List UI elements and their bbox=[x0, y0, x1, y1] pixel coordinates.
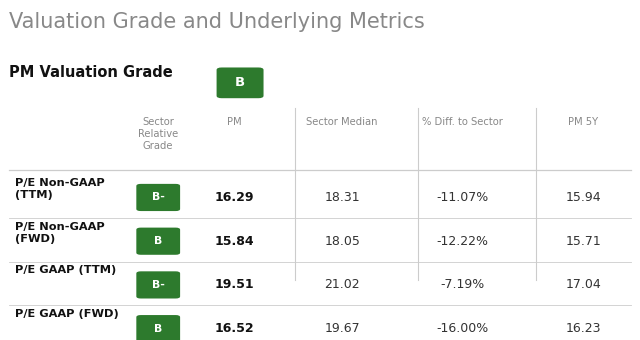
FancyBboxPatch shape bbox=[216, 67, 264, 98]
Text: Valuation Grade and Underlying Metrics: Valuation Grade and Underlying Metrics bbox=[9, 12, 425, 32]
Text: B: B bbox=[154, 236, 163, 246]
Text: 18.31: 18.31 bbox=[324, 191, 360, 204]
Text: -12.22%: -12.22% bbox=[436, 235, 489, 248]
Text: P/E Non-GAAP
(TTM): P/E Non-GAAP (TTM) bbox=[15, 178, 105, 200]
Text: 15.94: 15.94 bbox=[566, 191, 601, 204]
Text: 21.02: 21.02 bbox=[324, 278, 360, 291]
Text: 19.51: 19.51 bbox=[214, 278, 254, 291]
Text: PM 5Y: PM 5Y bbox=[568, 117, 598, 126]
Text: -11.07%: -11.07% bbox=[436, 191, 489, 204]
Text: 15.84: 15.84 bbox=[214, 235, 254, 248]
Text: PM Valuation Grade: PM Valuation Grade bbox=[9, 65, 173, 80]
FancyBboxPatch shape bbox=[136, 271, 180, 299]
Text: 16.29: 16.29 bbox=[214, 191, 254, 204]
Text: -16.00%: -16.00% bbox=[436, 322, 489, 335]
Text: B-: B- bbox=[152, 192, 164, 203]
Text: 16.52: 16.52 bbox=[214, 322, 254, 335]
Text: PM: PM bbox=[227, 117, 242, 126]
FancyBboxPatch shape bbox=[136, 184, 180, 211]
Text: B: B bbox=[154, 324, 163, 334]
Text: -7.19%: -7.19% bbox=[440, 278, 485, 291]
Text: P/E Non-GAAP
(FWD): P/E Non-GAAP (FWD) bbox=[15, 222, 105, 244]
Text: B: B bbox=[235, 76, 245, 89]
Text: 19.67: 19.67 bbox=[324, 322, 360, 335]
FancyBboxPatch shape bbox=[136, 227, 180, 255]
Text: 17.04: 17.04 bbox=[565, 278, 601, 291]
Text: P/E GAAP (TTM): P/E GAAP (TTM) bbox=[15, 266, 116, 275]
Text: % Diff. to Sector: % Diff. to Sector bbox=[422, 117, 503, 126]
Text: Sector
Relative
Grade: Sector Relative Grade bbox=[138, 117, 179, 151]
Text: B-: B- bbox=[152, 280, 164, 290]
Text: Sector Median: Sector Median bbox=[307, 117, 378, 126]
Text: 16.23: 16.23 bbox=[566, 322, 601, 335]
Text: 18.05: 18.05 bbox=[324, 235, 360, 248]
Text: 15.71: 15.71 bbox=[565, 235, 601, 248]
FancyBboxPatch shape bbox=[136, 315, 180, 340]
Text: P/E GAAP (FWD): P/E GAAP (FWD) bbox=[15, 309, 119, 319]
